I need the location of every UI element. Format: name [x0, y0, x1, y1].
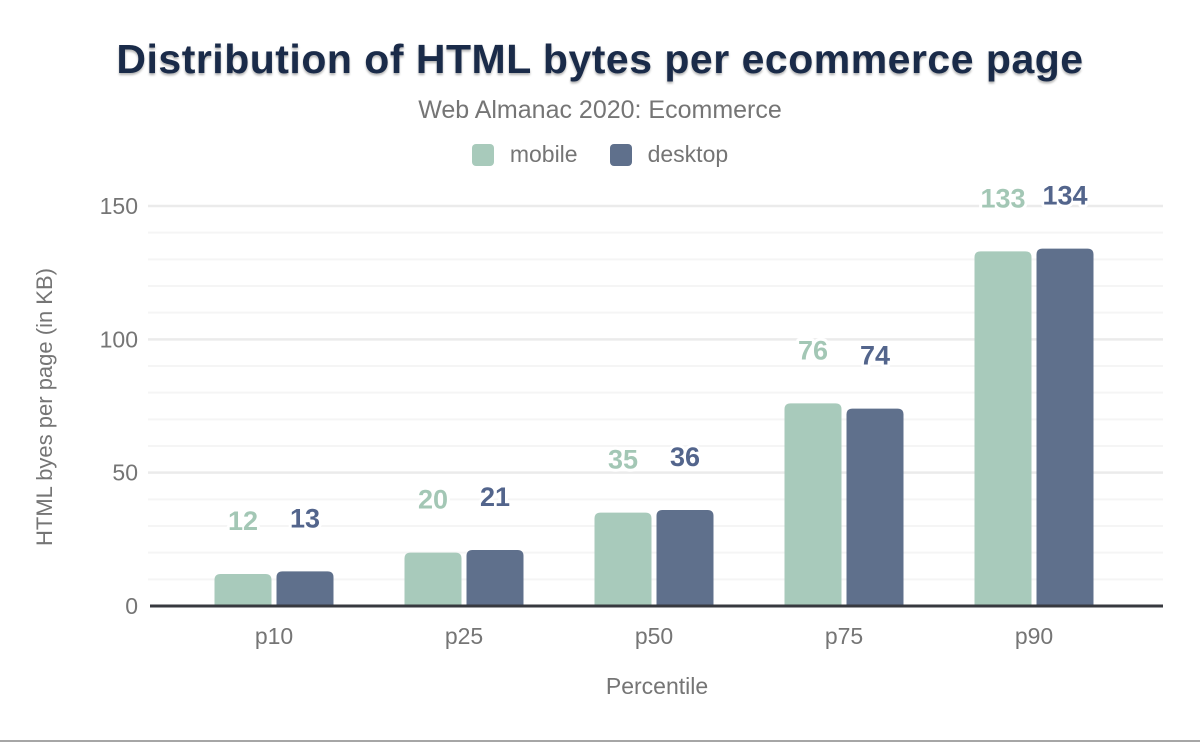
bar-mobile-p50[interactable]: [594, 512, 652, 607]
bar-desktop-p75[interactable]: [846, 408, 904, 607]
legend: mobile desktop: [0, 141, 1200, 168]
bar-value-label-desktop-p25: 21: [480, 482, 510, 512]
bar-mobile-p25[interactable]: [404, 552, 462, 607]
desktop-swatch-icon: [609, 143, 632, 166]
bar-chart: 0 50 100 150 HTML byes per page (in KB) 12 13 p…: [32, 178, 1163, 699]
y-tick-label: 100: [100, 326, 138, 352]
bar-mobile-p10[interactable]: [214, 574, 272, 607]
bar-value-label-desktop-p75: 74: [860, 341, 890, 371]
y-tick-label: 50: [112, 460, 138, 486]
bar-value-label-mobile-p90: 133: [980, 183, 1025, 213]
x-tick-label-p75: p75: [825, 623, 863, 649]
x-tick-label-p25: p25: [445, 623, 483, 649]
x-tick-label-p90: p90: [1015, 623, 1053, 649]
bar-mobile-p75[interactable]: [784, 403, 842, 607]
bar-value-label-mobile-p50: 35: [608, 445, 638, 475]
bar-value-label-desktop-p50: 36: [670, 442, 700, 472]
x-tick-label-p10: p10: [255, 623, 293, 649]
y-tick-label: 0: [125, 593, 138, 619]
bar-value-label-desktop-p10: 13: [290, 503, 320, 533]
bar-value-label-mobile-p25: 20: [418, 485, 448, 515]
legend-label-desktop: desktop: [647, 141, 729, 167]
x-axis-title: Percentile: [606, 673, 708, 699]
bar-desktop-p25[interactable]: [466, 550, 524, 607]
x-tick-label-p50: p50: [635, 623, 673, 649]
bar-desktop-p90[interactable]: [1036, 248, 1094, 607]
legend-item-desktop: desktop: [609, 141, 729, 168]
chart-title: Distribution of HTML bytes per ecommerce…: [116, 36, 1084, 82]
y-axis-title: HTML byes per page (in KB): [32, 268, 57, 546]
y-tick-label: 150: [100, 193, 138, 219]
bar-desktop-p50[interactable]: [656, 510, 714, 607]
bar-value-label-desktop-p90: 134: [1042, 181, 1087, 211]
mobile-swatch-icon: [471, 143, 494, 166]
legend-label-mobile: mobile: [509, 141, 578, 167]
bar-desktop-p10[interactable]: [276, 571, 334, 607]
chart-subtitle: Web Almanac 2020: Ecommerce: [418, 96, 782, 124]
bar-value-label-mobile-p10: 12: [228, 506, 258, 536]
bar-value-label-mobile-p75: 76: [798, 335, 828, 365]
legend-item-mobile: mobile: [471, 141, 578, 168]
bar-mobile-p90[interactable]: [974, 251, 1032, 607]
